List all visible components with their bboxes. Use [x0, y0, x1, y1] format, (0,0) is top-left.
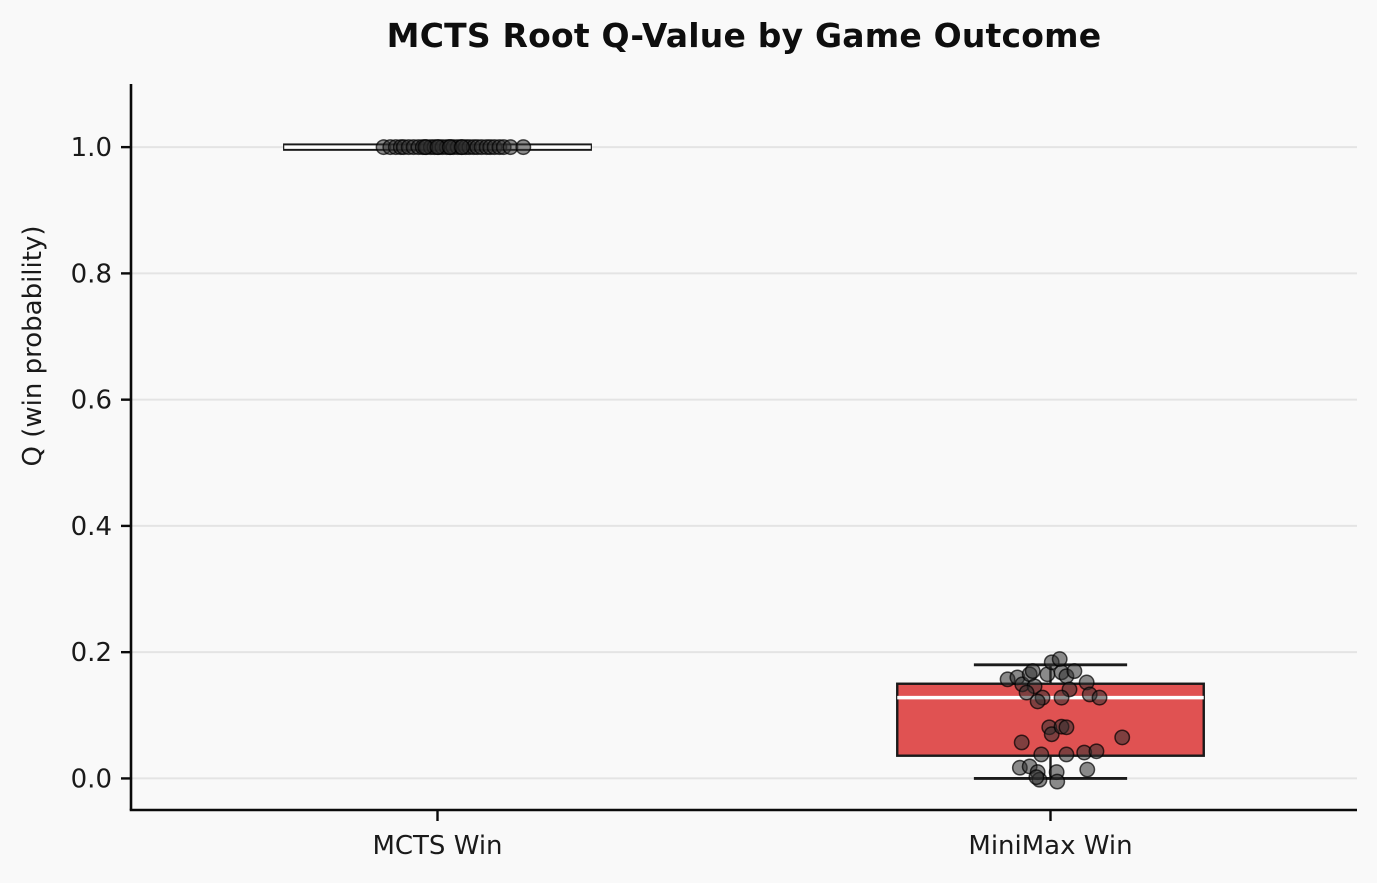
x-category-label: MiniMax Win	[968, 831, 1132, 861]
scatter-point	[1018, 684, 1035, 701]
y-axis-label: Q (win probability)	[18, 225, 48, 467]
y-tick-label: 0.0	[71, 764, 112, 794]
box-minimax-win	[896, 682, 1205, 757]
x-category-label: MCTS Win	[372, 831, 502, 861]
scatter-point	[1028, 769, 1045, 786]
scatter-point	[1079, 761, 1096, 778]
scatter-point	[1114, 729, 1131, 746]
scatter-point	[1066, 663, 1083, 680]
scatter-point	[1024, 663, 1041, 680]
y-tick-label: 1.0	[71, 133, 112, 163]
scatter-point	[1091, 689, 1108, 706]
y-tick-label: 0.6	[71, 386, 112, 416]
chart-title: MCTS Root Q-Value by Game Outcome	[386, 16, 1102, 55]
scatter-point	[1053, 689, 1070, 706]
scatter-point	[1013, 734, 1030, 751]
y-tick-label: 0.8	[71, 259, 112, 289]
scatter-point	[1058, 719, 1075, 736]
scatter-point	[1058, 746, 1075, 763]
scatter-point	[1049, 773, 1066, 790]
scatter-point	[1088, 743, 1105, 760]
scatter-point	[1029, 693, 1046, 710]
scatter-point	[454, 139, 470, 156]
y-tick-label: 0.2	[71, 638, 112, 668]
scatter-point	[1051, 651, 1068, 668]
scatter-point	[515, 139, 532, 156]
y-tick-label: 0.4	[71, 512, 112, 542]
scatter-point	[1033, 746, 1050, 763]
